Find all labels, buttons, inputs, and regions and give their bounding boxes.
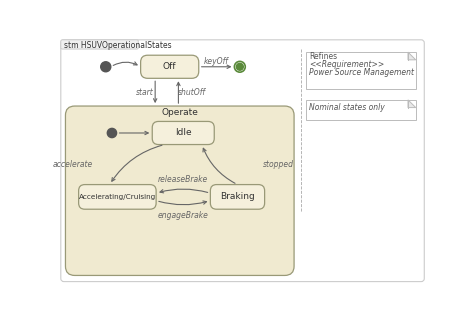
Text: Braking: Braking: [220, 192, 255, 201]
Text: stm HSUVOperationalStates: stm HSUVOperationalStates: [64, 41, 172, 50]
Text: Off: Off: [163, 62, 176, 71]
FancyBboxPatch shape: [79, 185, 156, 209]
Text: accelerate: accelerate: [52, 160, 92, 169]
Text: Accelerating/Cruising: Accelerating/Cruising: [79, 194, 156, 200]
Circle shape: [107, 128, 117, 137]
Polygon shape: [408, 100, 416, 108]
FancyBboxPatch shape: [141, 55, 199, 78]
Circle shape: [235, 61, 245, 72]
FancyBboxPatch shape: [306, 100, 416, 120]
Text: Power Source Management: Power Source Management: [309, 68, 414, 77]
Circle shape: [100, 62, 111, 72]
Text: <<Requirement>>: <<Requirement>>: [309, 60, 384, 69]
Text: keyOff: keyOff: [204, 57, 229, 66]
FancyBboxPatch shape: [65, 106, 294, 275]
FancyBboxPatch shape: [152, 122, 214, 145]
FancyBboxPatch shape: [210, 185, 264, 209]
Circle shape: [237, 63, 243, 70]
Text: Nominal states only: Nominal states only: [309, 103, 384, 112]
Text: releaseBrake: releaseBrake: [158, 175, 209, 184]
Text: Idle: Idle: [175, 129, 191, 137]
Text: Refines: Refines: [309, 52, 337, 61]
Text: start: start: [136, 88, 153, 97]
Text: stopped: stopped: [263, 160, 294, 169]
FancyBboxPatch shape: [61, 40, 138, 49]
Text: engageBrake: engageBrake: [158, 211, 209, 220]
Text: Operate: Operate: [161, 108, 198, 117]
Polygon shape: [408, 52, 416, 60]
FancyBboxPatch shape: [306, 52, 416, 89]
Text: shutOff: shutOff: [178, 88, 206, 97]
FancyBboxPatch shape: [61, 40, 424, 282]
